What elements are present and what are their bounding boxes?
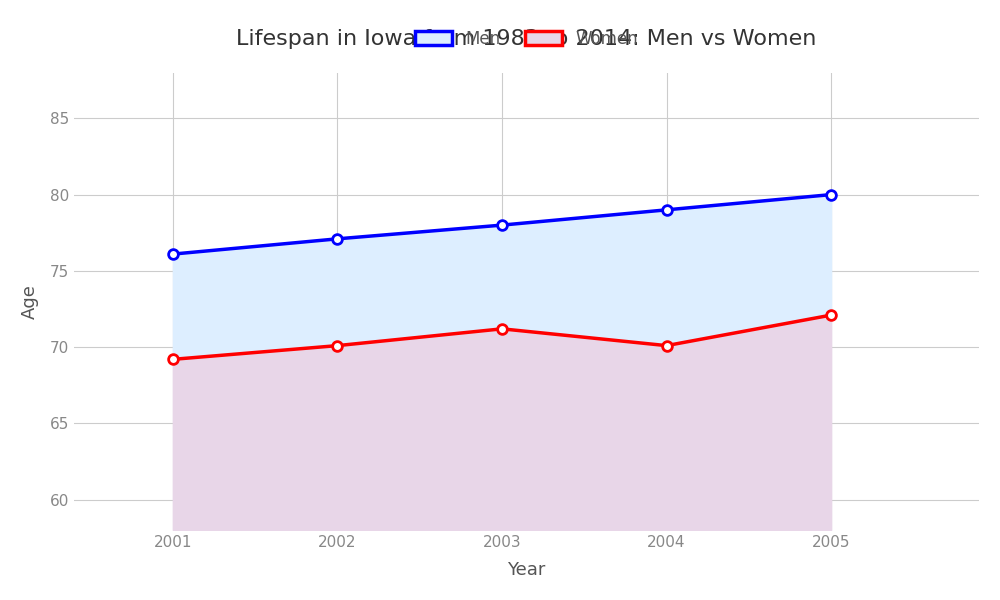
X-axis label: Year: Year <box>507 561 546 579</box>
Title: Lifespan in Iowa from 1983 to 2014: Men vs Women: Lifespan in Iowa from 1983 to 2014: Men … <box>236 29 817 49</box>
Legend: Men, Women: Men, Women <box>407 22 646 56</box>
Y-axis label: Age: Age <box>21 284 39 319</box>
